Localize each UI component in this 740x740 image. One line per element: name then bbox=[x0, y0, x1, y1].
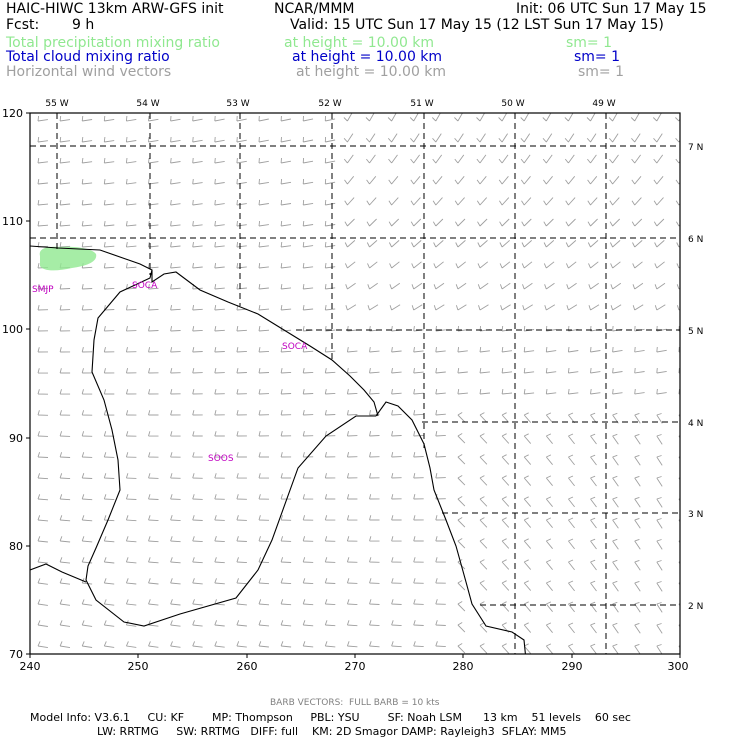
lat-label: 5 N bbox=[688, 327, 703, 337]
lon-label: 49 W bbox=[592, 99, 615, 109]
barb-note: BARB VECTORS: FULL BARB = 10 kts bbox=[270, 698, 440, 708]
fcst-label: Fcst: bbox=[6, 17, 40, 33]
valid-time: Valid: 15 UTC Sun 17 May 15 (12 LST Sun … bbox=[290, 17, 664, 33]
y-tick-label: 120 bbox=[2, 107, 23, 120]
y-tick-label: 100 bbox=[2, 323, 23, 336]
field-cloud-name: Total cloud mixing ratio bbox=[6, 49, 170, 65]
y-tick-label: 80 bbox=[9, 540, 23, 553]
x-tick-label: 270 bbox=[345, 660, 366, 673]
field-precip-sm: sm= 1 bbox=[566, 35, 613, 51]
field-wind-name: Horizontal wind vectors bbox=[6, 64, 172, 80]
x-tick-label: 280 bbox=[453, 660, 474, 673]
center-title: NCAR/MMM bbox=[274, 1, 355, 17]
lon-label: 54 W bbox=[136, 99, 159, 109]
lon-label: 55 W bbox=[45, 99, 68, 109]
x-tick-label: 250 bbox=[128, 660, 149, 673]
lat-label: 3 N bbox=[688, 510, 703, 520]
lon-label: 51 W bbox=[410, 99, 433, 109]
lon-label: 52 W bbox=[318, 99, 341, 109]
axis-ticks bbox=[26, 112, 681, 658]
field-precip-name: Total precipitation mixing ratio bbox=[6, 35, 220, 51]
graticule bbox=[30, 113, 680, 654]
station-label: SOCA bbox=[132, 281, 158, 291]
lat-label: 4 N bbox=[688, 419, 703, 429]
y-tick-label: 90 bbox=[9, 432, 23, 445]
station-label: SOCA bbox=[282, 342, 308, 352]
station-label: SMJP bbox=[32, 285, 54, 295]
field-wind-sm: sm= 1 bbox=[578, 64, 625, 80]
plot-title: HAIC-HIWC 13km ARW-GFS init bbox=[6, 1, 224, 17]
coastline bbox=[30, 245, 526, 654]
lat-label: 2 N bbox=[688, 602, 703, 612]
x-tick-label: 240 bbox=[20, 660, 41, 673]
lon-label: 53 W bbox=[226, 99, 249, 109]
x-tick-label: 300 bbox=[668, 660, 689, 673]
model-info-line1: Model Info: V3.6.1 CU: KF MP: Thompson P… bbox=[30, 711, 631, 724]
wind-barbs bbox=[37, 113, 680, 654]
init-time: Init: 06 UTC Sun 17 May 15 bbox=[516, 1, 707, 17]
field-cloud-sm: sm= 1 bbox=[574, 49, 621, 65]
y-tick-label: 70 bbox=[9, 648, 23, 661]
lat-label: 6 N bbox=[688, 235, 703, 245]
fcst-value: 9 h bbox=[72, 17, 95, 33]
plot-frame bbox=[29, 112, 681, 655]
precip-area bbox=[39, 246, 97, 271]
y-tick-label: 110 bbox=[2, 215, 23, 228]
station-label: SOOS bbox=[208, 454, 234, 464]
model-info-line2: LW: RRTMG SW: RRTMG DIFF: full KM: 2D Sm… bbox=[97, 725, 567, 738]
field-wind-height: at height = 10.00 km bbox=[296, 64, 447, 80]
wind-barb-field bbox=[37, 113, 680, 654]
field-precip-height: at height = 10.00 km bbox=[284, 35, 435, 51]
x-tick-label: 290 bbox=[562, 660, 583, 673]
field-cloud-height: at height = 10.00 km bbox=[292, 49, 443, 65]
x-tick-label: 260 bbox=[237, 660, 258, 673]
lon-label: 50 W bbox=[501, 99, 524, 109]
lat-label: 7 N bbox=[688, 143, 703, 153]
